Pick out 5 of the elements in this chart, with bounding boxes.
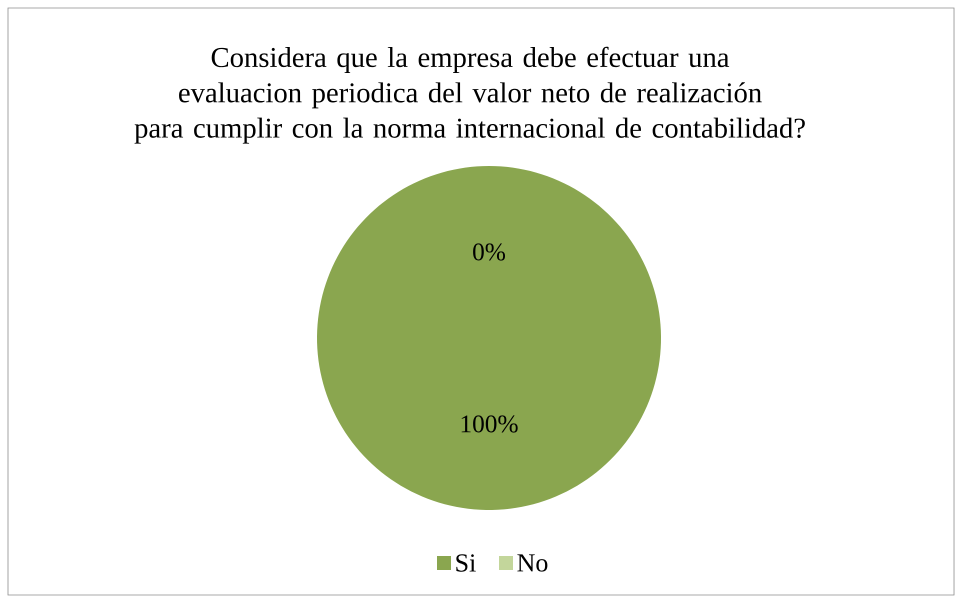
legend-label: No	[517, 554, 548, 572]
data-label: 100%	[462, 415, 518, 433]
chart-title: Considera que la empresa debe efectuar una evaluacion periodica del valor neto de realización para cumplir con la norma internacional de contabilidad?	[134, 46, 805, 144]
text: 0%	[473, 243, 506, 261]
legend-label: Si	[456, 554, 476, 572]
